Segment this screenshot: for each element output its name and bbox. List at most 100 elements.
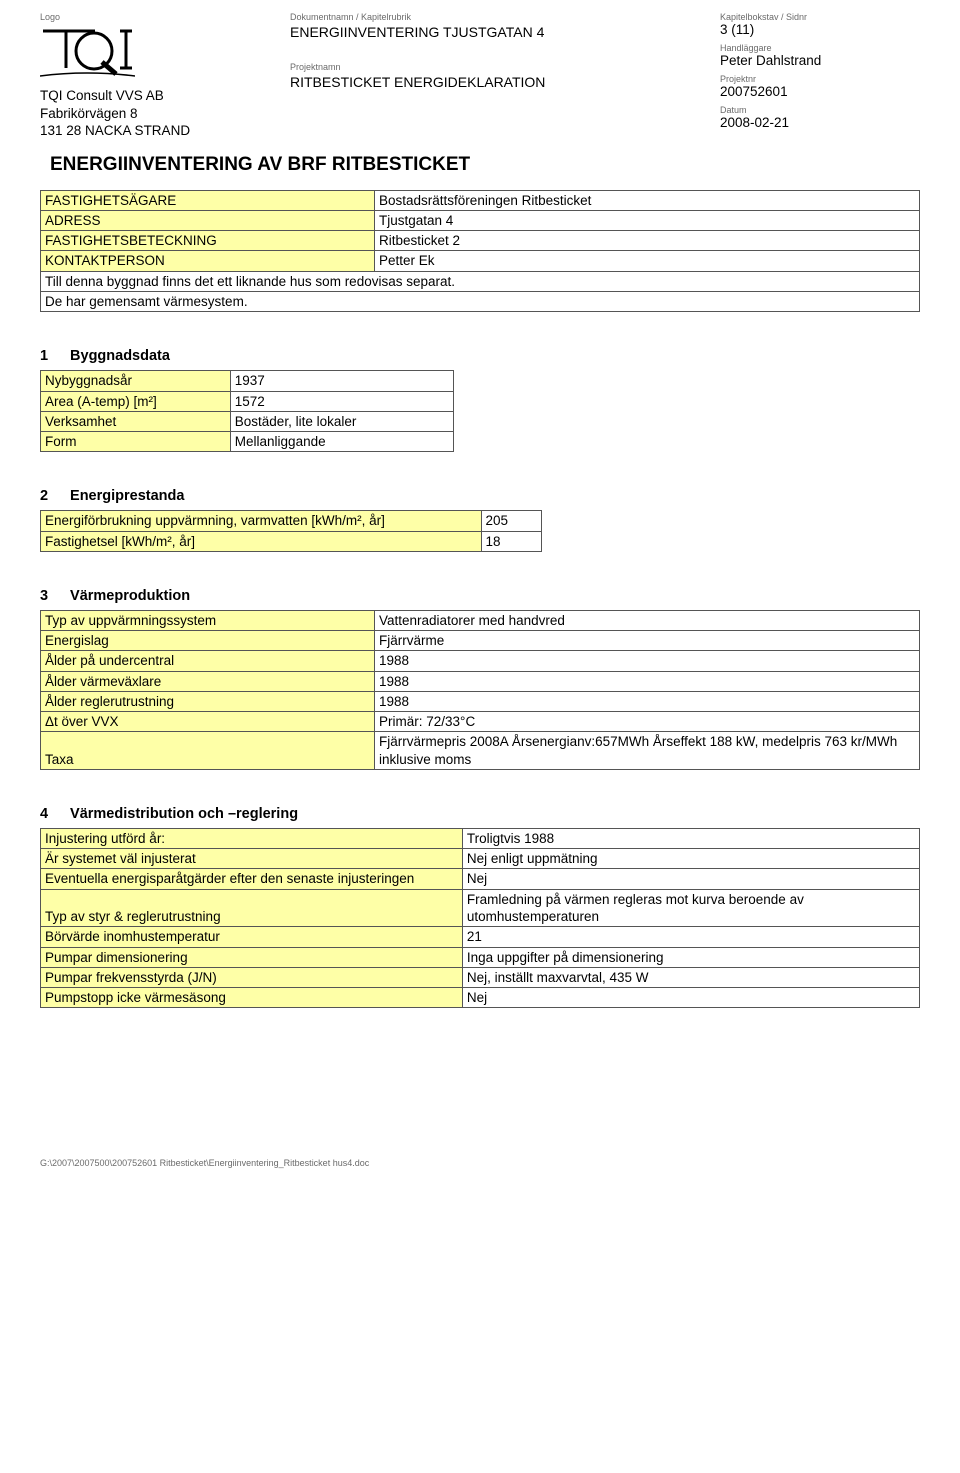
company-line3: 131 28 NACKA STRAND [40, 122, 290, 140]
table-row: TaxaFjärrvärmepris 2008A Årsenergianv:65… [41, 732, 920, 770]
header-doc-col: Dokumentnamn / Kapitelrubrik ENERGIINVEN… [290, 10, 720, 140]
table-row: Nybyggnadsår1937 [41, 371, 454, 391]
table-row: FASTIGHETSBETECKNINGRitbesticket 2 [41, 231, 920, 251]
cell-value: 1937 [230, 371, 453, 391]
header-meta-col: Kapitelbokstav / Sidnr 3 (11) Handläggar… [720, 10, 920, 140]
label-projektnamn: Projektnamn [290, 62, 720, 72]
cell-label: Energislag [41, 631, 375, 651]
cell-value: Nej [462, 988, 919, 1008]
cell-label: KONTAKTPERSON [41, 251, 375, 271]
sidnr-value: 3 (11) [720, 22, 920, 37]
cell-label: Eventuella energisparåtgärder efter den … [41, 869, 463, 889]
cell-label: Ålder värmeväxlare [41, 671, 375, 691]
cell-label: Börvärde inomhustemperatur [41, 927, 463, 947]
cell-value: Primär: 72/33°C [375, 712, 920, 732]
table-row: KONTAKTPERSONPetter Ek [41, 251, 920, 271]
section3-num: 3 [40, 588, 66, 604]
footer-path: G:\2007\2007500\200752601 Ritbesticket\E… [40, 1158, 920, 1168]
table-row: Ålder på undercentral1988 [41, 651, 920, 671]
label-kapitelbokstav: Kapitelbokstav / Sidnr [720, 12, 920, 22]
projektnr-value: 200752601 [720, 84, 920, 99]
cell-label: Δt över VVX [41, 712, 375, 732]
table-row: Pumpar frekvensstyrda (J/N)Nej, inställt… [41, 967, 920, 987]
table-row: Ålder reglerutrustning1988 [41, 691, 920, 711]
cell-value: Inga uppgifter på dimensionering [462, 947, 919, 967]
table-row: Pumpar dimensioneringInga uppgifter på d… [41, 947, 920, 967]
cell-label: Pumpar dimensionering [41, 947, 463, 967]
cell-label: Fastighetsel [kWh/m², år] [41, 531, 482, 551]
cell-value: Fjärrvärme [375, 631, 920, 651]
cell-label: Är systemet väl injusterat [41, 849, 463, 869]
cell-label: Energiförbrukning uppvärmning, varmvatte… [41, 511, 482, 531]
note-row: De har gemensamt värmesystem. [41, 291, 920, 311]
cell-value: Nej, inställt maxvarvtal, 435 W [462, 967, 919, 987]
cell-value: Troligtvis 1988 [462, 828, 919, 848]
table-row: Typ av uppvärmningssystem Vattenradiator… [41, 610, 920, 630]
table-row: Ålder värmeväxlare1988 [41, 671, 920, 691]
table-row: Typ av styr & reglerutrustningFramlednin… [41, 889, 920, 927]
document-page: Logo TQI Consult VVS AB [0, 0, 960, 1198]
cell-value: 1572 [230, 391, 453, 411]
table-row: Δt över VVXPrimär: 72/33°C [41, 712, 920, 732]
note-cell: Till denna byggnad finns det ett liknand… [41, 271, 920, 291]
table-row: Area (A-temp) [m²]1572 [41, 391, 454, 411]
cell-value: 205 [481, 511, 541, 531]
header-block: Logo TQI Consult VVS AB [40, 10, 920, 140]
cell-label: FASTIGHETSBETECKNING [41, 231, 375, 251]
table-row: ADRESSTjustgatan 4 [41, 210, 920, 230]
table-row: Energislag Fjärrvärme [41, 631, 920, 651]
cell-value: Nej enligt uppmätning [462, 849, 919, 869]
section3-table: Typ av uppvärmningssystem Vattenradiator… [40, 610, 920, 770]
section1-heading: 1 Byggnadsdata [40, 348, 920, 364]
cell-value: 21 [462, 927, 919, 947]
cell-value: Ritbesticket 2 [375, 231, 920, 251]
section4-heading: 4 Värmedistribution och –reglering [40, 806, 920, 822]
label-logo: Logo [40, 12, 290, 22]
label-projektnr: Projektnr [720, 74, 920, 84]
cell-label: Taxa [41, 732, 375, 770]
company-logo [40, 26, 290, 81]
cell-value: Nej [462, 869, 919, 889]
table-row: Eventuella energisparåtgärder efter den … [41, 869, 920, 889]
label-dokumentnamn: Dokumentnamn / Kapitelrubrik [290, 12, 720, 22]
table-row: Pumpstopp icke värmesäsongNej [41, 988, 920, 1008]
projektnamn-value: RITBESTICKET ENERGIDEKLARATION [290, 74, 720, 90]
cell-label: Area (A-temp) [m²] [41, 391, 231, 411]
cell-label: Pumpar frekvensstyrda (J/N) [41, 967, 463, 987]
table-row: VerksamhetBostäder, lite lokaler [41, 411, 454, 431]
datum-value: 2008-02-21 [720, 115, 920, 130]
table-row: Är systemet väl injusteratNej enligt upp… [41, 849, 920, 869]
cell-value: Mellanliggande [230, 432, 453, 452]
cell-label: FASTIGHETSÄGARE [41, 190, 375, 210]
cell-label: Typ av styr & reglerutrustning [41, 889, 463, 927]
company-line2: Fabrikörvägen 8 [40, 105, 290, 123]
section1-table: Nybyggnadsår1937Area (A-temp) [m²]1572Ve… [40, 370, 454, 452]
section2-num: 2 [40, 488, 66, 504]
cell-label: Form [41, 432, 231, 452]
table-row: Energiförbrukning uppvärmning, varmvatte… [41, 511, 542, 531]
table-row: Börvärde inomhustemperatur21 [41, 927, 920, 947]
section2-heading: 2 Energiprestanda [40, 488, 920, 504]
cell-label: Ålder reglerutrustning [41, 691, 375, 711]
cell-value: 18 [481, 531, 541, 551]
cell-label: Ålder på undercentral [41, 651, 375, 671]
cell-label: Pumpstopp icke värmesäsong [41, 988, 463, 1008]
cell-value: Petter Ek [375, 251, 920, 271]
cell-label: Injustering utförd år: [41, 828, 463, 848]
cell-label: ADRESS [41, 210, 375, 230]
section1-num: 1 [40, 348, 66, 364]
cell-label: Verksamhet [41, 411, 231, 431]
label-handlaggare: Handläggare [720, 43, 920, 53]
company-address: TQI Consult VVS AB Fabrikörvägen 8 131 2… [40, 87, 290, 140]
header-logo-col: Logo TQI Consult VVS AB [40, 10, 290, 140]
cell-value: Vattenradiatorer med handvred [375, 610, 920, 630]
table-row: FormMellanliggande [41, 432, 454, 452]
label-datum: Datum [720, 105, 920, 115]
cell-value: Fjärrvärmepris 2008A Årsenergianv:657MWh… [375, 732, 920, 770]
company-line1: TQI Consult VVS AB [40, 87, 290, 105]
section2-title: Energiprestanda [70, 488, 184, 504]
cell-value: 1988 [375, 691, 920, 711]
section4-title: Värmedistribution och –reglering [70, 806, 298, 822]
owner-table: FASTIGHETSÄGAREBostadsrättsföreningen Ri… [40, 190, 920, 313]
cell-value: 1988 [375, 651, 920, 671]
